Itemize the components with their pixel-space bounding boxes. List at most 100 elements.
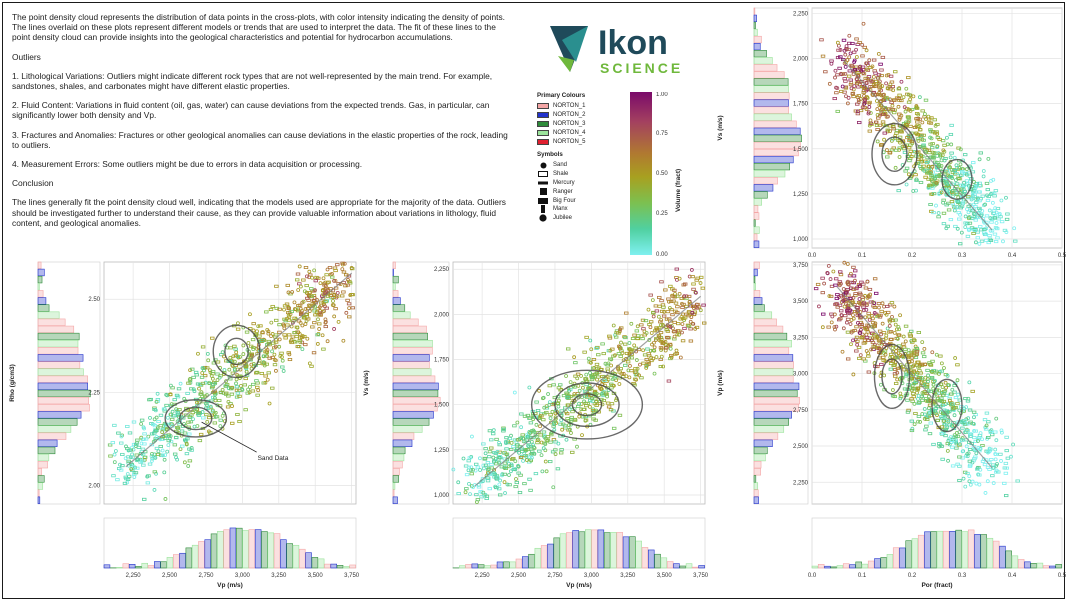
scatter-point bbox=[673, 301, 679, 305]
scatter-point bbox=[514, 477, 518, 481]
density-contour bbox=[873, 343, 911, 410]
scatter-point bbox=[927, 184, 932, 188]
scatter-point bbox=[295, 309, 301, 313]
scatter-point bbox=[531, 428, 536, 433]
scatter-point bbox=[907, 159, 912, 163]
scatter-point bbox=[652, 371, 657, 376]
scatter-point bbox=[860, 105, 865, 110]
scatter-point bbox=[193, 370, 199, 374]
scatter-point bbox=[600, 391, 604, 396]
side-histogram-bar bbox=[753, 148, 799, 157]
scatter-point bbox=[134, 442, 139, 446]
bottom-histogram-bar bbox=[210, 533, 218, 569]
y-tick-label: 3,500 bbox=[793, 299, 809, 305]
scatter-point bbox=[916, 330, 922, 334]
scatter-point bbox=[323, 300, 328, 304]
scatter-point bbox=[999, 198, 1004, 203]
scatter-point bbox=[957, 217, 962, 221]
scatter-point bbox=[890, 103, 895, 108]
scatter-point bbox=[207, 416, 212, 420]
bottom-histogram-bar bbox=[874, 558, 881, 569]
scatter-point bbox=[155, 391, 160, 396]
scatter-point bbox=[310, 325, 315, 329]
scatter-point bbox=[494, 437, 499, 441]
scatter-point bbox=[312, 268, 317, 273]
scatter-point bbox=[830, 314, 835, 319]
scatter-point bbox=[283, 336, 288, 340]
scatter-point bbox=[896, 189, 901, 193]
scatter-point bbox=[993, 226, 999, 230]
scatter-point bbox=[215, 403, 220, 408]
y-tick-label: 1,250 bbox=[793, 192, 809, 198]
side-histogram-bar bbox=[392, 375, 436, 383]
scatter-point bbox=[659, 323, 663, 328]
bottom-histogram-bar bbox=[528, 553, 535, 569]
scatter-point bbox=[1015, 479, 1020, 483]
scatter-point bbox=[938, 153, 943, 158]
side-histogram-bar bbox=[37, 311, 60, 319]
scatter-point bbox=[243, 408, 248, 412]
scatter-point bbox=[119, 434, 124, 439]
scatter-point bbox=[857, 284, 862, 288]
scatter-point bbox=[549, 433, 554, 437]
scatter-point bbox=[599, 387, 603, 392]
scatter-point bbox=[456, 480, 461, 485]
scatter-point bbox=[846, 305, 851, 309]
bottom-histogram-bar bbox=[236, 527, 243, 569]
scatter-point bbox=[890, 108, 895, 112]
side-histogram-bar bbox=[37, 261, 42, 270]
scatter-point bbox=[640, 318, 646, 322]
logo-word-science: SCIENCE bbox=[600, 60, 683, 76]
scatter-point bbox=[977, 482, 982, 487]
scatter-point bbox=[658, 331, 664, 335]
scatter-point bbox=[570, 410, 575, 414]
scatter-point bbox=[670, 313, 675, 317]
scatter-point bbox=[330, 271, 334, 276]
scatter-point bbox=[139, 418, 145, 422]
scatter-point bbox=[854, 55, 859, 59]
scatter-point bbox=[277, 323, 282, 327]
scatter-point bbox=[680, 305, 685, 309]
scatter-point bbox=[456, 492, 461, 496]
scatter-point bbox=[980, 194, 985, 198]
scatter-point bbox=[876, 302, 882, 306]
scatter-point bbox=[648, 320, 654, 324]
scatter-point bbox=[855, 342, 860, 347]
scatter-point bbox=[473, 462, 479, 466]
scatter-point bbox=[618, 346, 622, 351]
scatter-point bbox=[936, 211, 941, 215]
scatter-point bbox=[872, 344, 877, 349]
scatter-point bbox=[537, 449, 542, 453]
scatter-point bbox=[903, 339, 908, 344]
scatter-point bbox=[287, 352, 292, 357]
scatter-point bbox=[890, 354, 895, 359]
scatter-point bbox=[854, 71, 860, 75]
scatter-point bbox=[867, 58, 872, 63]
scatter-point bbox=[182, 431, 188, 435]
scatter-point bbox=[548, 460, 553, 464]
side-histogram-bar bbox=[753, 275, 756, 284]
legend-label: Big Four bbox=[553, 197, 576, 204]
scatter-point bbox=[823, 70, 828, 74]
scatter-point bbox=[193, 409, 198, 413]
scatter-point bbox=[639, 323, 644, 327]
scatter-point bbox=[668, 284, 673, 288]
annotation-arrow bbox=[201, 421, 257, 453]
scatter-point bbox=[502, 480, 507, 485]
scatter-point bbox=[475, 498, 481, 502]
scatter-point bbox=[677, 291, 682, 296]
scatter-point bbox=[161, 453, 165, 458]
bottom-histogram-bar bbox=[1042, 565, 1050, 569]
scatter-point bbox=[975, 236, 980, 240]
scatter-point bbox=[864, 335, 870, 339]
scatter-point bbox=[177, 408, 182, 412]
scatter-point bbox=[310, 275, 315, 280]
bottom-histogram-bar bbox=[836, 565, 844, 569]
scatter-point bbox=[842, 48, 847, 53]
scatter-point bbox=[943, 157, 948, 161]
bottom-histogram-bar bbox=[128, 564, 136, 569]
scatter-point bbox=[674, 294, 680, 298]
scatter-point bbox=[305, 296, 310, 300]
scatter-point bbox=[301, 299, 306, 304]
scatter-point bbox=[913, 411, 918, 415]
